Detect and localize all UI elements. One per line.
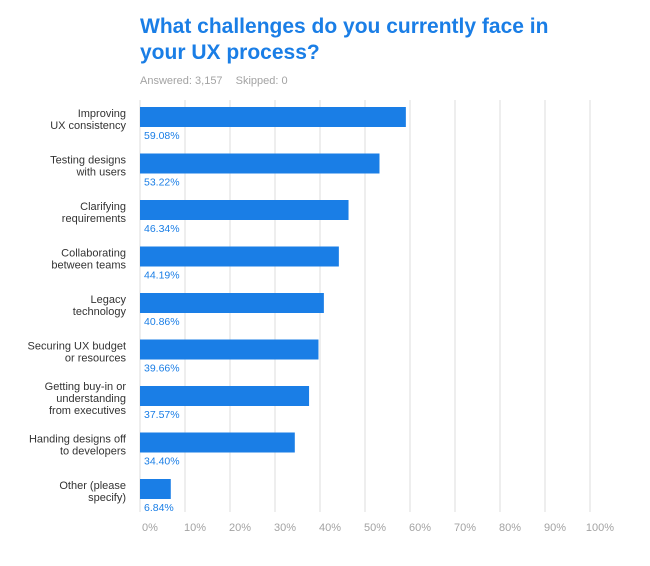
bar xyxy=(140,246,339,267)
category-label-line: understanding xyxy=(56,393,126,405)
category-label-line: Collaborating xyxy=(61,248,126,260)
x-tick-label: 10% xyxy=(184,522,206,534)
x-tick-label: 80% xyxy=(499,522,521,534)
category-label-line: Handing designs off xyxy=(29,434,127,446)
value-label: 44.19% xyxy=(144,270,180,282)
category-label-line: between teams xyxy=(51,260,126,272)
category-label: Legacy technology xyxy=(73,294,127,318)
value-label: 37.57% xyxy=(144,409,180,421)
category-label: Getting buy-in or understanding from execu… xyxy=(45,381,127,417)
category-label-line: to developers xyxy=(60,446,127,458)
category-label: Securing UX budget or resources xyxy=(28,341,127,365)
category-label-line: specify) xyxy=(88,492,126,504)
bar xyxy=(140,107,406,127)
x-tick-label: 90% xyxy=(544,522,566,534)
value-label: 34.40% xyxy=(144,456,180,468)
category-label: Handing designs off to developers xyxy=(29,434,127,458)
category-label-line: Improving xyxy=(78,108,126,120)
x-tick-label: 20% xyxy=(229,522,251,534)
category-label-line: technology xyxy=(73,306,127,318)
x-tick-label: 30% xyxy=(274,522,296,534)
category-label-line: from executives xyxy=(49,405,127,417)
bar xyxy=(140,200,349,220)
x-tick-label: 40% xyxy=(319,522,341,534)
bar xyxy=(140,386,310,406)
skipped-count: Skipped: 0 xyxy=(235,75,288,87)
x-tick-label: 100% xyxy=(586,522,614,534)
category-label: Other (please specify) xyxy=(59,480,126,504)
category-label-line: with users xyxy=(75,167,126,179)
category-label-line: Securing UX budget xyxy=(28,341,126,353)
category-label-line: Legacy xyxy=(91,294,127,306)
value-label: 59.08% xyxy=(144,130,180,142)
category-label: Clarifying requirements xyxy=(62,201,127,225)
category-label: Testing designs with users xyxy=(50,155,126,179)
value-label: 40.86% xyxy=(144,316,180,328)
answered-count: Answered: 3,157 xyxy=(140,75,223,87)
category-label-line: UX consistency xyxy=(50,120,126,132)
x-tick-label: 0% xyxy=(142,522,158,534)
category-label-line: Clarifying xyxy=(80,201,126,213)
response-stats: Answered: 3,157 Skipped: 0 xyxy=(140,75,298,87)
x-tick-label: 60% xyxy=(409,522,431,534)
bar xyxy=(140,339,319,360)
value-label: 39.66% xyxy=(144,363,180,375)
value-label: 46.34% xyxy=(144,223,180,235)
category-label: Collaborating between teams xyxy=(51,248,126,272)
x-tick-label: 70% xyxy=(454,522,476,534)
value-label: 53.22% xyxy=(144,177,180,189)
chart-title: What challenges do you currently face in… xyxy=(140,15,549,64)
value-label: 6.84% xyxy=(144,502,174,514)
category-label-line: Getting buy-in or xyxy=(45,381,127,393)
bar xyxy=(140,153,380,174)
x-tick-label: 50% xyxy=(364,522,386,534)
bar xyxy=(140,432,295,453)
bar xyxy=(140,293,324,313)
category-label-line: requirements xyxy=(62,213,127,225)
category-label: Improving UX consistency xyxy=(50,108,126,132)
category-label-line: Other (please xyxy=(59,480,126,492)
category-label-line: Testing designs xyxy=(50,155,126,167)
bar xyxy=(140,479,171,499)
category-label-line: or resources xyxy=(65,353,127,365)
